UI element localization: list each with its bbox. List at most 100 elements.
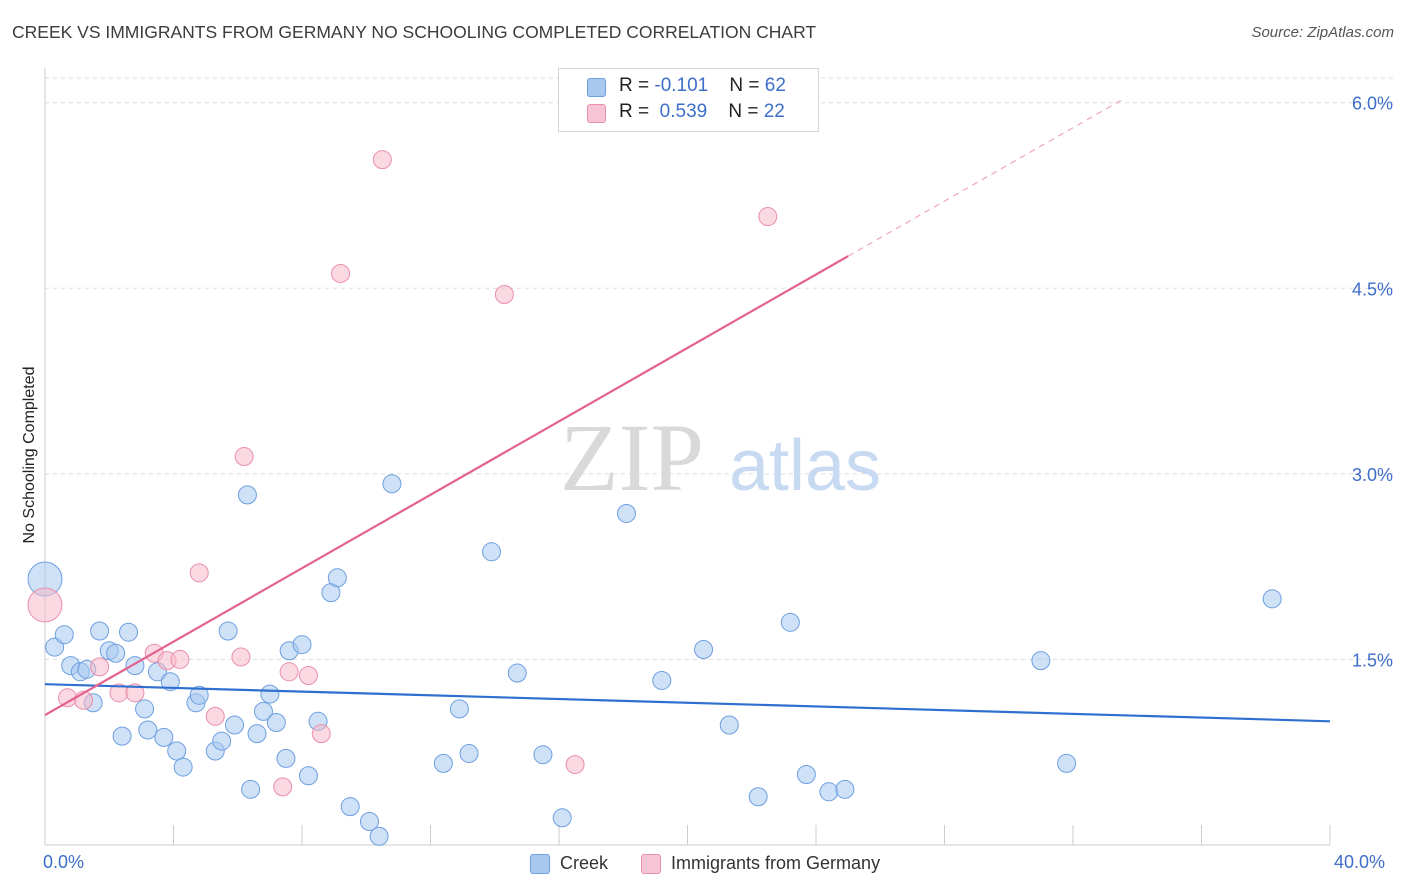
creek-point [112, 726, 132, 746]
creek-point [90, 621, 110, 641]
creek-point [694, 640, 714, 660]
creek-point [119, 622, 139, 642]
legend-germany-swatch [641, 853, 662, 874]
germany-point [311, 724, 331, 744]
creek-point [237, 485, 257, 505]
creek-n-value: 62 [764, 75, 786, 96]
creek-point [225, 715, 245, 735]
germany-point [273, 777, 293, 797]
creek-point [1262, 589, 1282, 609]
creek-point [652, 670, 672, 690]
creek-point [780, 612, 800, 632]
creek-point [533, 745, 553, 765]
germany-point [27, 587, 63, 623]
chart-title: CREEK VS IMMIGRANTS FROM GERMANY NO SCHO… [12, 22, 817, 42]
creek-point [819, 782, 839, 802]
y-axis-label: No Schooling Completed [21, 366, 38, 544]
watermark-atlas: atlas [729, 426, 881, 506]
data-points [27, 150, 1282, 846]
legend-germany-label: Immigrants from Germany [671, 852, 881, 873]
creek-point [189, 685, 209, 705]
creek-point [459, 743, 479, 763]
germany-point [758, 207, 778, 227]
creek-trend-line [44, 683, 1331, 723]
germany-point [565, 755, 585, 775]
creek-point [359, 811, 379, 831]
germany-point [372, 150, 392, 170]
creek-point [54, 625, 74, 645]
creek-point [719, 715, 739, 735]
creek-point [218, 621, 238, 641]
germany-r-label: R = [619, 101, 655, 122]
y-tick-label: 1.5% [1352, 650, 1393, 670]
germany-point [170, 649, 190, 669]
creek-point [552, 808, 572, 828]
creek-point [433, 753, 453, 773]
creek-swatch [587, 78, 606, 97]
germany-point [298, 666, 318, 686]
watermark: ZIP atlas [560, 404, 881, 511]
germany-n-value: 22 [763, 101, 785, 122]
legend-item-germany: Immigrants from Germany [641, 853, 880, 874]
creek-point [266, 713, 286, 733]
creek-point [482, 542, 502, 562]
germany-swatch [587, 104, 606, 123]
creek-point [247, 724, 267, 744]
germany-trend-line [44, 255, 849, 717]
source-label: Source: ZipAtlas.com [1251, 24, 1394, 41]
creek-r-label: R = [619, 75, 655, 96]
creek-n-label: N = [729, 75, 765, 96]
y-tick-labels: 1.5% 3.0% 4.5% 6.0% [1352, 94, 1393, 671]
germany-point [125, 683, 145, 703]
creek-point [1031, 651, 1051, 671]
creek-point [106, 643, 126, 663]
creek-point [835, 779, 855, 799]
watermark-zip: ZIP [560, 404, 704, 511]
germany-point [234, 447, 254, 467]
germany-point [331, 263, 351, 283]
legend-creek-text: R = -0.101 N = 62 [619, 75, 786, 97]
germany-point [279, 662, 299, 682]
creek-point [382, 474, 402, 494]
creek-point [616, 503, 636, 523]
creek-point [154, 727, 174, 747]
creek-point [327, 568, 347, 588]
germany-r-value: 0.539 [659, 101, 708, 122]
legend-creek-swatch [530, 853, 550, 874]
germany-point [205, 706, 225, 726]
y-tick-label: 3.0% [1352, 465, 1393, 485]
germany-n-label: N = [728, 101, 764, 122]
creek-point [796, 764, 816, 784]
creek-point [292, 635, 312, 655]
germany-point [494, 284, 514, 304]
grid-lines [45, 77, 1395, 660]
y-tick-label: 4.5% [1352, 279, 1393, 299]
axes [44, 68, 1331, 846]
creek-point [340, 797, 360, 817]
creek-point [260, 684, 280, 704]
germany-point [231, 647, 251, 667]
creek-point [507, 663, 527, 683]
creek-point [449, 699, 469, 719]
germany-point [189, 563, 209, 583]
creek-point [276, 748, 296, 768]
correlation-legend: R = -0.101 N = 62 R = 0.539 N = 22 [558, 68, 819, 132]
legend-germany-text: R = 0.539 N = 22 [619, 101, 785, 123]
creek-point [135, 699, 155, 719]
creek-r-value: -0.101 [654, 75, 709, 96]
x-tick-min: 0.0% [43, 852, 85, 872]
creek-point [173, 757, 193, 777]
x-tick-max: 40.0% [1334, 852, 1386, 872]
series-legend: Creek Immigrants from Germany [530, 852, 908, 874]
germany-point [90, 657, 110, 677]
creek-point [160, 672, 180, 692]
y-tick-label: 6.0% [1352, 94, 1393, 114]
creek-point [253, 701, 273, 721]
creek-point [1057, 753, 1077, 773]
creek-point [748, 787, 768, 807]
creek-point [298, 766, 318, 786]
creek-point [212, 731, 232, 751]
creek-point [138, 720, 158, 740]
legend-creek-label: Creek [560, 852, 609, 873]
